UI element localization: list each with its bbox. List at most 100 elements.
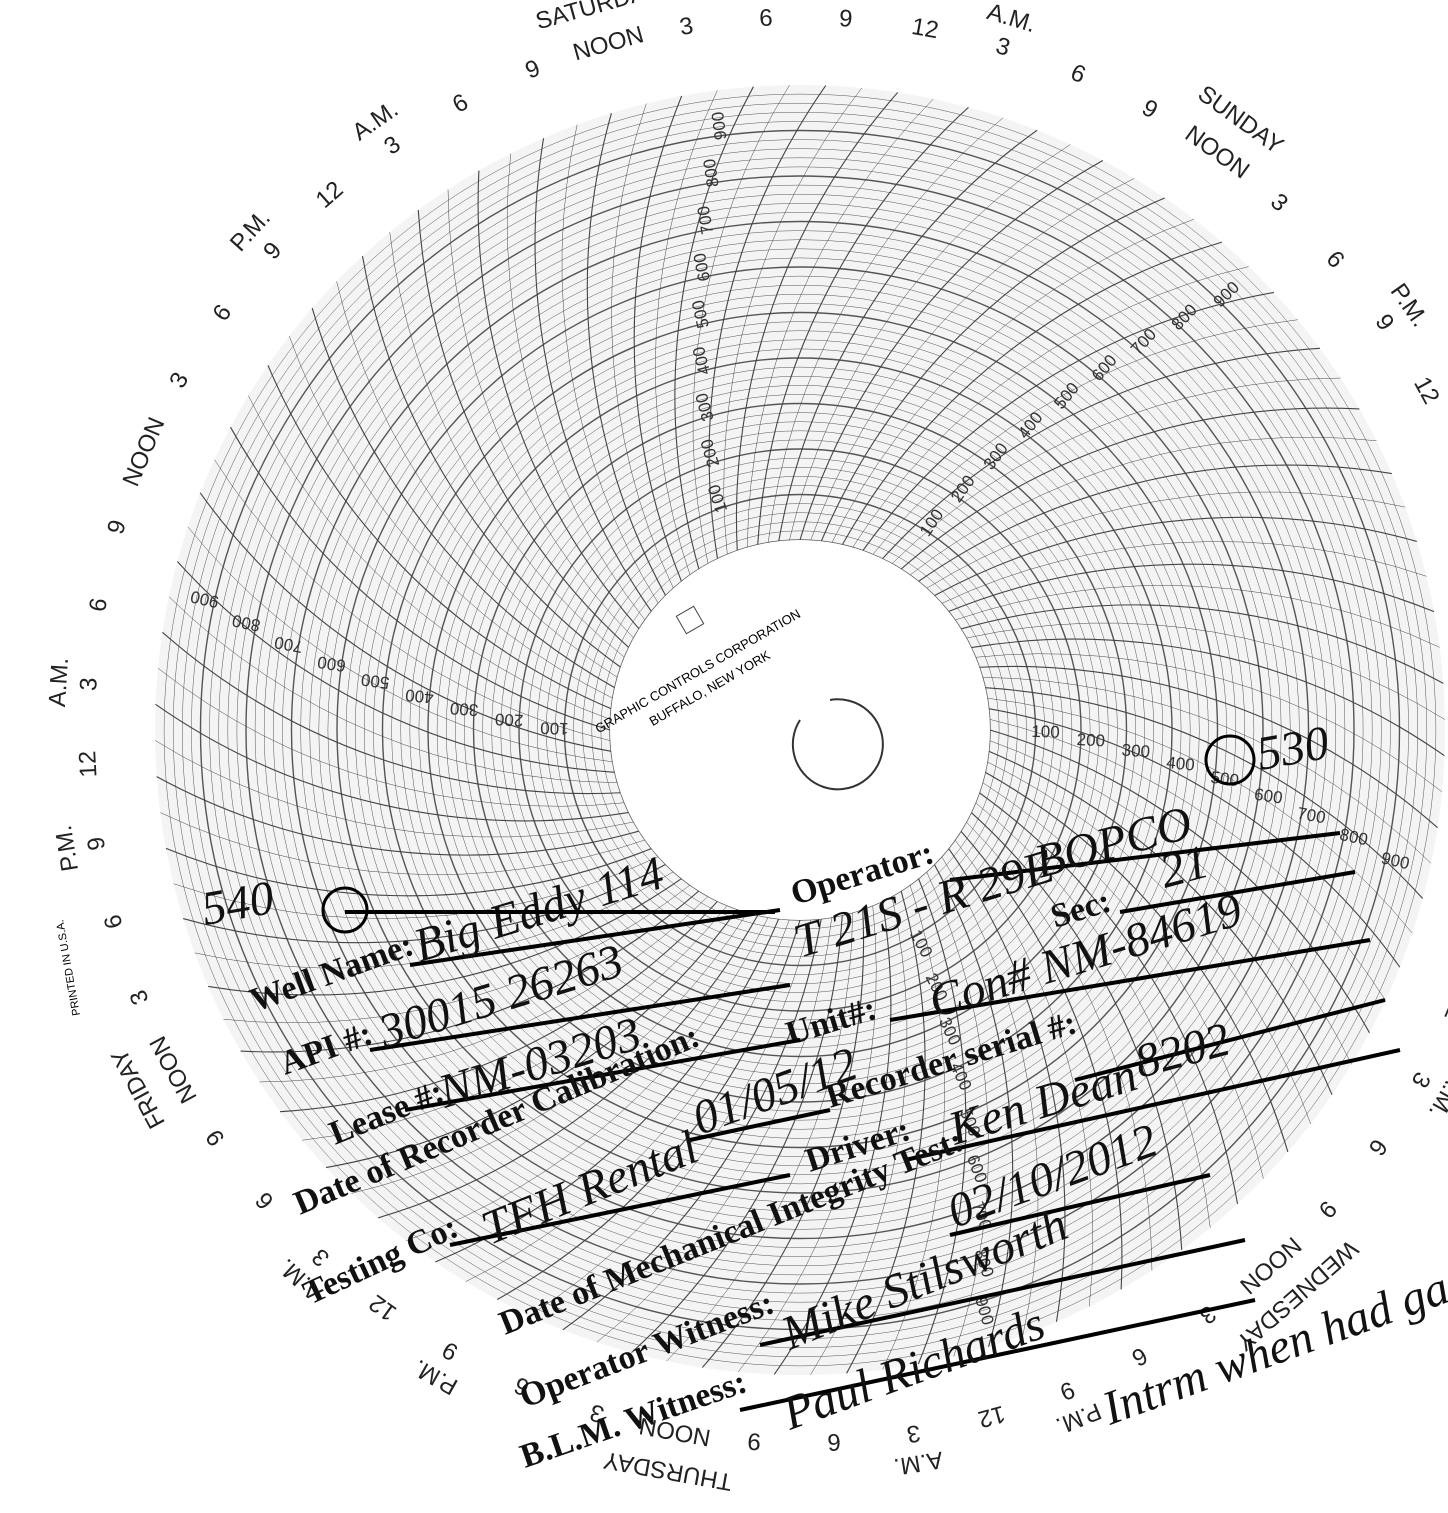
grid-arc xyxy=(506,153,646,621)
scale-label: 600 xyxy=(316,652,347,675)
grid-circle xyxy=(336,266,1264,1194)
underline xyxy=(759,1238,1246,1347)
maker-logo xyxy=(675,605,705,635)
grid-circle xyxy=(573,503,1027,957)
grid-arc xyxy=(168,596,618,783)
hour-label: 3 xyxy=(124,986,154,1009)
grid-arc xyxy=(948,563,1435,613)
grid-arc xyxy=(534,138,652,612)
grid-arc xyxy=(674,86,754,570)
underline xyxy=(739,1298,1256,1412)
grid-arc xyxy=(405,917,769,1241)
underline xyxy=(369,983,791,1052)
grid-circle xyxy=(518,448,1082,1012)
grid-arc xyxy=(325,909,738,1169)
grid-circle xyxy=(345,275,1255,1185)
grid-arc xyxy=(918,464,1392,582)
grid-circle xyxy=(245,175,1355,1285)
scale-label: 600 xyxy=(1253,785,1284,808)
grid-circle xyxy=(555,485,1045,975)
grid-circle xyxy=(364,294,1236,1166)
grid-arc xyxy=(586,113,667,596)
grid-arc xyxy=(289,335,613,699)
pm-label: P.M. xyxy=(1052,1397,1105,1439)
grid-arc xyxy=(561,124,659,604)
grid-circle xyxy=(509,439,1091,1021)
grid-arc xyxy=(799,160,1104,541)
grid-arc xyxy=(737,905,877,1373)
scale-label: 400 xyxy=(1165,753,1195,775)
grid-arc xyxy=(155,703,629,822)
grid-arc xyxy=(529,919,811,1316)
grid-arc xyxy=(655,90,718,576)
grid-arc xyxy=(214,459,611,741)
grid-arc xyxy=(987,697,1413,934)
grid-arc xyxy=(389,232,625,658)
underline xyxy=(1074,998,1386,1082)
underline xyxy=(949,1173,1211,1237)
center-mark xyxy=(791,698,884,791)
hour-label: 6 xyxy=(1363,1134,1393,1161)
hour-label: 12 xyxy=(910,13,941,44)
grid-circle xyxy=(536,466,1064,994)
grid-circle xyxy=(227,157,1373,1303)
grid-arc xyxy=(154,740,634,838)
grid-arc xyxy=(230,426,611,731)
hour-label: 3 xyxy=(164,368,194,393)
hour-label: 9 xyxy=(838,5,853,33)
grid-arc xyxy=(909,436,1377,576)
grid-arc xyxy=(157,667,625,807)
grid-arc xyxy=(987,761,1311,1125)
grid-arc xyxy=(199,492,612,752)
grid-arc xyxy=(723,87,863,555)
grid-arc xyxy=(611,103,674,589)
hour-label: 12 xyxy=(364,1289,401,1327)
hour-label: 9 xyxy=(438,1336,463,1366)
grid-arc xyxy=(900,407,1360,570)
hour-label: NOON xyxy=(570,21,647,66)
grid-arc xyxy=(447,189,634,639)
grid-arc xyxy=(208,878,682,996)
grid-arc xyxy=(633,95,683,582)
grid-circle xyxy=(236,166,1364,1294)
grid-circle xyxy=(254,184,1346,1276)
grid-arc xyxy=(960,830,1123,1290)
hour-label: 6 xyxy=(827,1428,842,1456)
grid-arc xyxy=(773,901,892,1375)
grid-circle xyxy=(327,257,1273,1203)
grid-circle xyxy=(263,193,1337,1267)
grid-arc xyxy=(954,585,1440,648)
grid-arc xyxy=(336,281,618,678)
grid-arc xyxy=(975,802,1211,1228)
grid-arc xyxy=(882,884,945,1370)
grid-arc xyxy=(979,665,1438,829)
grid-arc xyxy=(156,776,640,856)
grid-arc xyxy=(960,604,1444,684)
grid-arc xyxy=(810,896,908,1376)
scale-label: 900 xyxy=(708,111,730,142)
grid-arc xyxy=(176,561,615,773)
grid-circle xyxy=(182,112,1418,1348)
grid-circle xyxy=(482,412,1118,1048)
grid-circle xyxy=(600,530,1000,930)
grid-arc xyxy=(852,266,1249,548)
grid-arc xyxy=(882,347,1320,560)
grid-arc xyxy=(223,884,691,1024)
grid-circle xyxy=(218,148,1382,1312)
hour-label: 6 xyxy=(448,89,473,119)
grid-arc xyxy=(989,729,1370,1034)
grid-arc xyxy=(248,395,611,720)
grid-arc xyxy=(240,890,700,1053)
annotation: 540 xyxy=(198,871,278,936)
grid-arc xyxy=(988,708,1401,968)
annotation-circle xyxy=(1204,734,1256,786)
grid-arc xyxy=(351,912,748,1194)
pm-label: P.M. xyxy=(409,1354,463,1400)
scale-label: 300 xyxy=(449,698,479,719)
grid-arc xyxy=(810,178,1135,541)
grid-arc xyxy=(954,839,1094,1307)
grid-arc xyxy=(187,526,613,763)
scale-label: 700 xyxy=(1296,804,1327,828)
grid-arc xyxy=(302,905,728,1141)
